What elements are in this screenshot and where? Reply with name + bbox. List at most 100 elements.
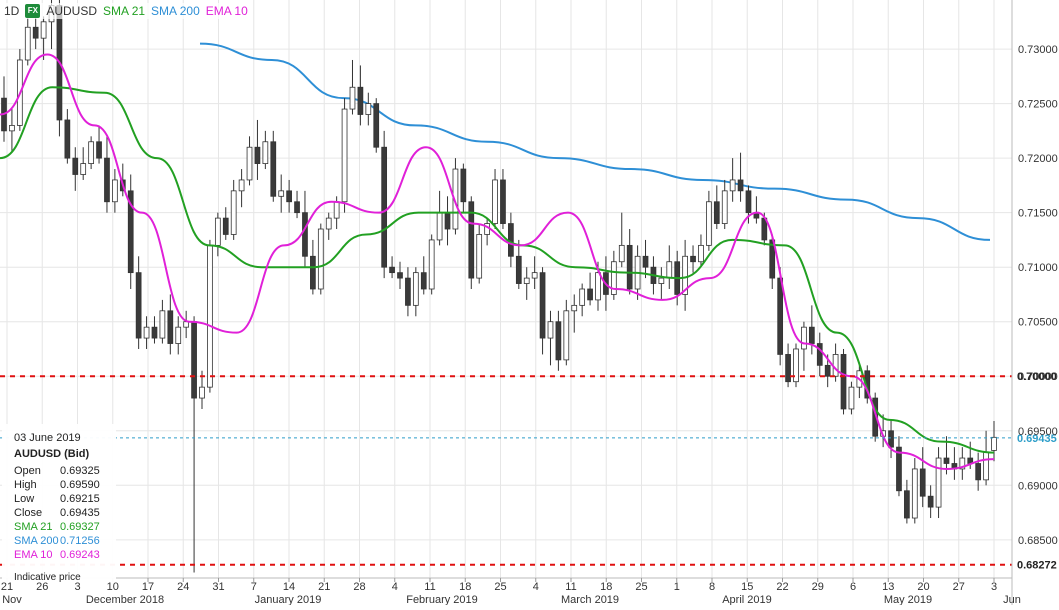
candle-down <box>397 272 403 279</box>
candle-up <box>658 277 665 284</box>
ema10-legend[interactable]: EMA 10 <box>205 4 248 18</box>
info-value: 0.69590 <box>60 479 100 491</box>
candle-down <box>64 119 71 159</box>
x-tick-label: 21 <box>1 581 13 593</box>
info-value: 0.69215 <box>60 493 100 505</box>
candle-up <box>349 86 356 110</box>
candle-up <box>436 212 443 241</box>
info-label: Open <box>14 465 41 477</box>
sma200-legend[interactable]: SMA 200 <box>151 4 200 18</box>
candle-up <box>278 190 285 197</box>
candle-up <box>24 26 31 61</box>
level-label-bg <box>1013 368 1059 385</box>
info-label: EMA 10 <box>14 549 53 561</box>
x-tick-label: 17 <box>142 581 154 593</box>
candle-up <box>317 228 324 290</box>
candle-down <box>808 326 815 344</box>
candle-up <box>365 103 372 115</box>
candle-down <box>840 354 847 410</box>
ohlc-info-panel: 03 June 2019 AUDUSD (Bid) Open 0.69325 Hi… <box>2 424 116 583</box>
candle-down <box>286 190 292 203</box>
candle-up <box>682 255 688 295</box>
candle-up <box>112 179 118 203</box>
info-label: High <box>14 479 37 491</box>
level-label: 0.70000 <box>1017 371 1057 383</box>
info-date: 03 June 2019 <box>14 432 81 444</box>
y-tick-label: 0.72500 <box>1018 99 1058 111</box>
info-instrument: AUDUSD (Bid) <box>14 448 90 460</box>
candle-down <box>500 179 506 224</box>
candle-up <box>40 21 47 39</box>
candle-up <box>452 168 459 230</box>
timeframe-label[interactable]: 1D <box>4 4 20 18</box>
symbol-label[interactable]: AUDUSD <box>46 4 98 18</box>
info-label: Low <box>14 493 35 505</box>
candle-down <box>777 277 784 355</box>
candle-up <box>175 326 182 344</box>
candle-up <box>262 141 269 164</box>
x-tick-label: 14 <box>283 581 295 593</box>
candle-up <box>618 244 625 263</box>
y-tick-label: 0.69500 <box>1018 426 1058 438</box>
candle-up <box>199 386 205 399</box>
y-tick-label: 0.70000 <box>1018 371 1058 383</box>
candle-up <box>325 217 332 230</box>
candle-down <box>167 310 174 344</box>
candle-down <box>745 190 752 214</box>
candle-down <box>310 255 316 290</box>
current-price-label: 0.69435 <box>1017 433 1057 445</box>
candle-down <box>919 468 926 497</box>
x-month-label: December 2018 <box>86 594 164 605</box>
candle-up <box>832 354 839 377</box>
candle-down <box>270 141 277 197</box>
y-tick-label: 0.69000 <box>1018 480 1058 492</box>
candle-down <box>444 212 451 230</box>
level-label: 0.68272 <box>1017 560 1057 572</box>
info-row-close: Close 0.69435 <box>14 506 116 520</box>
x-tick-label: 18 <box>600 581 612 593</box>
x-tick-label: 25 <box>635 581 647 593</box>
x-month-label: Jun <box>1003 594 1021 605</box>
candle-up <box>412 272 419 306</box>
candle-down <box>302 212 308 257</box>
x-month-label: March 2019 <box>561 594 619 605</box>
candle-up <box>159 310 166 339</box>
candle-up <box>523 277 530 284</box>
x-tick-label: 4 <box>392 581 398 593</box>
x-tick-label: 25 <box>494 581 506 593</box>
candles-group <box>1 0 997 573</box>
ema10-line <box>0 53 995 470</box>
candle-down <box>539 272 546 339</box>
candle-up <box>230 190 237 235</box>
info-row-sma21: SMA 21 0.69327 <box>14 520 116 534</box>
candle-up <box>991 436 997 451</box>
candle-up <box>563 310 570 361</box>
candle-down <box>254 146 261 164</box>
candle-down <box>405 277 411 306</box>
candle-down <box>420 272 427 290</box>
y-tick-label: 0.73000 <box>1018 44 1058 56</box>
info-row-open: Open 0.69325 <box>14 464 116 478</box>
candle-down <box>587 288 593 301</box>
sma21-legend[interactable]: SMA 21 <box>103 4 146 18</box>
candle-up <box>959 457 966 470</box>
candle-down <box>896 446 902 492</box>
candle-up <box>848 386 855 410</box>
info-value: 0.69243 <box>60 549 100 561</box>
x-tick-label: 3 <box>991 581 997 593</box>
candle-down <box>943 457 950 464</box>
y-tick-label: 0.70500 <box>1018 317 1058 329</box>
x-tick-label: 13 <box>882 581 894 593</box>
x-tick-label: 21 <box>318 581 330 593</box>
candle-down <box>151 326 158 339</box>
candle-down <box>508 223 514 257</box>
candle-up <box>729 179 736 192</box>
candle-down <box>555 321 562 361</box>
info-label: Close <box>14 507 43 519</box>
current-price-bg <box>1013 429 1059 446</box>
candle-down <box>104 157 110 203</box>
candle-down <box>713 201 720 224</box>
x-tick-label: 27 <box>953 581 965 593</box>
